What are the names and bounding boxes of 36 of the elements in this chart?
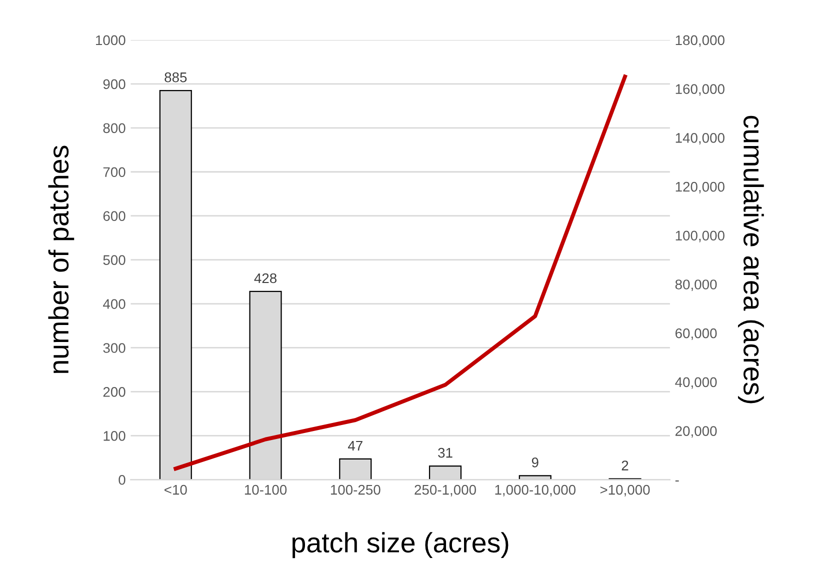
y2-tick-label: 120,000 <box>676 182 724 194</box>
y-tick-label: 400 <box>103 299 126 309</box>
y-tick-label: 600 <box>103 211 126 222</box>
y2-axis-title: cumulative area (acres) <box>738 116 764 404</box>
y2-tick-label: 180,000 <box>676 35 724 47</box>
x-tick-label: 1,000-10,000 <box>495 484 576 496</box>
data-label: 885 <box>164 72 187 82</box>
y2-tick-label: 20,000 <box>676 426 717 438</box>
y-tick-label: 200 <box>103 387 126 397</box>
y2-tick-label: 80,000 <box>675 280 717 292</box>
data-label: 428 <box>254 273 277 284</box>
data-label: 9 <box>532 458 538 468</box>
y-tick-label: 700 <box>103 167 126 178</box>
y-axis-title: number of patches <box>48 146 74 373</box>
y-tick-label: 1000 <box>96 35 126 46</box>
y2-tick-label: 100,000 <box>676 230 724 242</box>
x-tick-label: >10,000 <box>600 484 650 496</box>
data-label: 2 <box>622 460 628 470</box>
y-tick-label: 100 <box>104 431 126 441</box>
y2-tick-label: 40,000 <box>675 377 717 389</box>
x-tick-label: <10 <box>164 484 187 495</box>
x-axis-title: patch size (acres) <box>292 532 508 558</box>
y2-tick-label: - <box>675 480 679 482</box>
y-tick-label: 900 <box>103 79 126 90</box>
data-label: 31 <box>438 448 452 458</box>
y2-tick-label: 60,000 <box>676 328 717 340</box>
y-tick-label: 800 <box>103 123 126 134</box>
x-tick-label: 100-250 <box>330 484 380 495</box>
data-label: 47 <box>348 440 362 451</box>
y2-tick-label: 140,000 <box>676 133 724 144</box>
y-tick-label: 0 <box>118 474 126 485</box>
x-tick-label: 10-100 <box>244 484 287 495</box>
y2-tick-label: 160,000 <box>676 84 724 96</box>
y-tick-label: 500 <box>103 255 126 265</box>
x-tick-label: 250-1,000 <box>414 484 476 496</box>
y-tick-label: 300 <box>103 343 126 353</box>
